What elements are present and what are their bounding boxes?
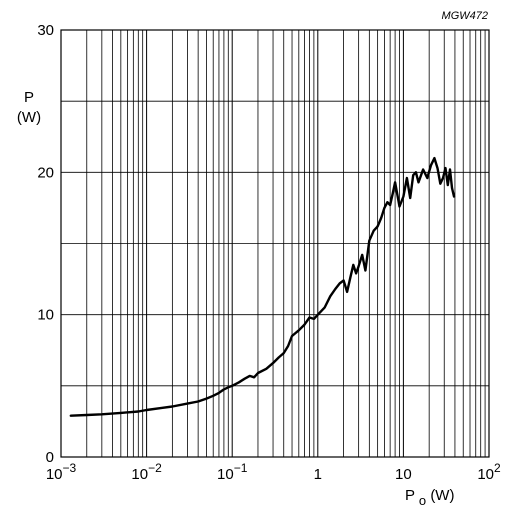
series-line	[69, 156, 456, 417]
y-tick-label: 10	[37, 307, 54, 324]
x-tick-label: 10−1	[217, 461, 248, 483]
x-axis-label: P o (W)	[405, 487, 454, 509]
x-axis-label-subscript: o	[419, 493, 426, 508]
plot-frame	[60, 29, 490, 458]
y-tick-label: 20	[37, 164, 54, 181]
x-tick-label: 1	[314, 466, 322, 483]
grid	[60, 30, 489, 457]
x-tick-labels: 10−3 10−2 10−1 1 10 102	[46, 461, 501, 483]
x-axis-label-unit: (W)	[430, 487, 454, 504]
figure-code: MGW472	[442, 10, 488, 22]
y-tick-labels: 0 10 20 30	[37, 22, 54, 466]
x-tick-label: 102	[477, 461, 501, 483]
y-axis-label: P	[24, 89, 34, 106]
x-tick-label: 10	[395, 466, 412, 483]
y-tick-label: 30	[37, 22, 54, 39]
x-axis-label-main: P	[405, 487, 415, 504]
x-tick-label: 10−3	[46, 461, 77, 483]
x-tick-label: 10−2	[131, 461, 162, 483]
y-tick-label: 0	[46, 449, 54, 466]
y-axis-unit: (W)	[17, 109, 41, 126]
